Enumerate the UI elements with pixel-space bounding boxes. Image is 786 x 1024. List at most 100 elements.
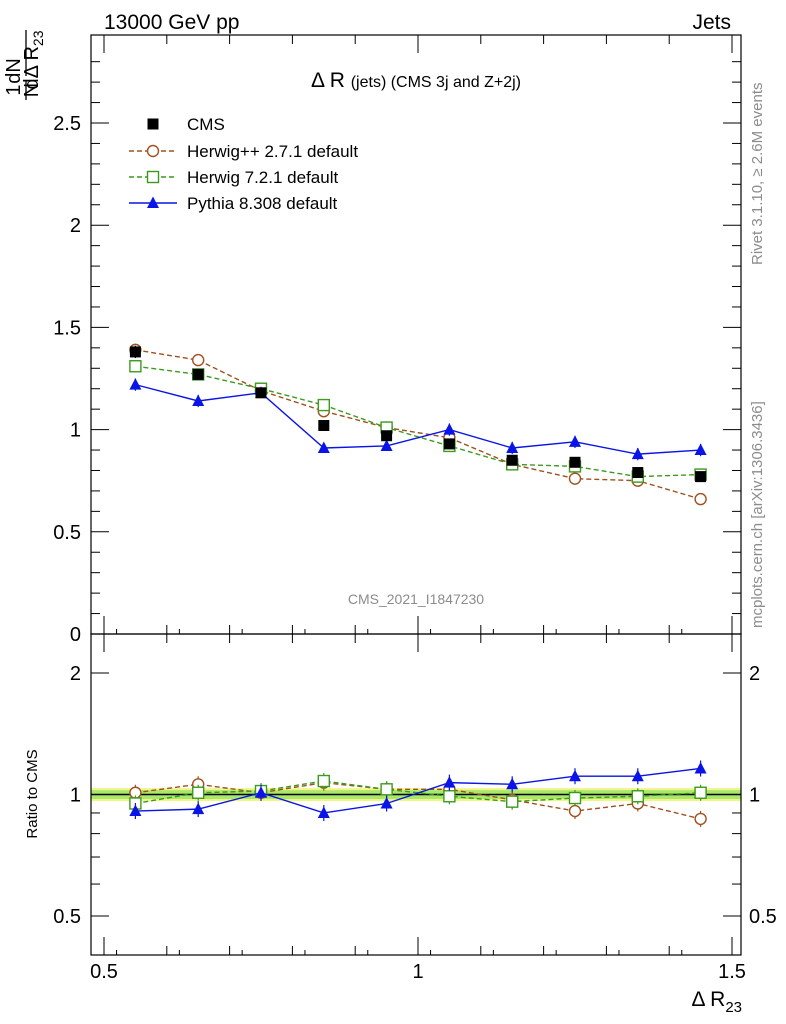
ratio-line <box>135 767 701 814</box>
data-point <box>380 439 393 451</box>
ratio-point <box>694 812 707 826</box>
x-axis-label-main: Δ R <box>691 988 725 1011</box>
data-point <box>569 456 581 468</box>
ratio-point <box>255 786 267 798</box>
data-point <box>129 346 141 358</box>
main-series <box>129 343 707 506</box>
ratio-point <box>380 783 393 796</box>
data-point <box>443 423 456 435</box>
data-point <box>318 420 330 432</box>
ratio-point <box>317 806 330 818</box>
legend-label: Herwig 7.2.1 default <box>187 168 338 187</box>
data-point <box>631 447 644 460</box>
ratio-point <box>631 790 644 803</box>
ratio-ytick-label-right: 1 <box>749 785 760 807</box>
data-point <box>192 368 204 380</box>
ratio-point <box>631 769 644 782</box>
ratio-point <box>192 802 205 815</box>
data-point <box>255 387 267 399</box>
ratio-point <box>129 804 142 817</box>
ratio-point <box>569 769 581 782</box>
legend-item: Herwig 7.2.1 default <box>129 168 338 187</box>
x-tick-label: 1.5 <box>718 961 746 983</box>
main-ytick-label: 2 <box>70 215 81 237</box>
legend-label: Herwig++ 2.7.1 default <box>187 142 358 161</box>
legend-marker <box>146 144 160 158</box>
ratio-series-pythia-8-308-default <box>129 760 707 821</box>
chart-title-sub: (jets) (CMS 3j and Z+2j) <box>351 74 521 91</box>
main-ytick-label: 1 <box>70 420 81 442</box>
legend-marker <box>147 196 159 208</box>
data-point <box>695 471 707 483</box>
data-point <box>694 492 707 506</box>
series-line <box>135 383 701 455</box>
data-point <box>192 394 205 406</box>
legend-label: Pythia 8.308 default <box>187 194 338 213</box>
ratio-ytick-label-right: 2 <box>749 663 760 685</box>
main-ytick-label: 0.5 <box>53 522 81 544</box>
legend-item: Herwig++ 2.7.1 default <box>129 142 358 161</box>
ratio-ytick-label: 1 <box>70 785 81 807</box>
main-ytick-label: 1.5 <box>53 317 81 339</box>
ratio-axes: 0.5 0.5 1 1 2 2 0.5 1 1.5 <box>53 634 777 983</box>
main-axes: 0 0.5 1 1.5 2 2.5 <box>53 35 741 646</box>
data-point <box>129 378 142 390</box>
legend-marker <box>147 118 159 130</box>
ratio-point <box>568 804 582 818</box>
data-point <box>381 430 393 442</box>
header-left: 13000 GeV pp <box>104 11 239 34</box>
legend-label: CMS <box>187 115 225 134</box>
legend-item: Pythia 8.308 default <box>129 194 338 213</box>
ratio-point <box>506 795 519 808</box>
data-point <box>129 360 142 373</box>
main-ytick-label: 0 <box>70 624 81 646</box>
data-point <box>317 398 330 412</box>
x-tick-label: 0.5 <box>90 961 118 983</box>
ratio-point <box>568 791 582 805</box>
x-tick-label: 1 <box>412 961 423 983</box>
data-point <box>191 353 205 367</box>
main-ytick-label: 2.5 <box>53 113 81 135</box>
ratio-point <box>443 790 456 803</box>
chart-title: Δ R (jets) (CMS 3j and Z+2j) <box>311 69 521 92</box>
ylabel-den-b-main: dΔ R <box>21 46 43 89</box>
ratio-line <box>135 780 701 805</box>
legend-marker <box>146 170 160 184</box>
data-point <box>694 443 707 456</box>
series-line <box>135 365 701 478</box>
legend-item: CMS <box>147 115 225 134</box>
ratio-point <box>317 774 330 788</box>
ratio-ylabel: Ratio to CMS <box>24 749 41 838</box>
data-point <box>569 435 581 447</box>
ylabel-num-b: dN <box>3 58 25 84</box>
ratio-ytick-label: 0.5 <box>53 906 81 928</box>
data-point <box>506 454 518 466</box>
ratio-point <box>694 786 707 799</box>
ylabel-den-b: dΔ R23 <box>21 30 46 89</box>
ratio-point <box>443 776 456 788</box>
x-axis-label-sub: 23 <box>725 999 742 1016</box>
ratio-line <box>135 781 701 820</box>
rivet-label: Rivet 3.1.10, ≥ 2.6M events <box>749 83 766 266</box>
ratio-ytick-label: 2 <box>70 663 81 685</box>
data-point <box>443 438 455 450</box>
ylabel-num-a: 1 <box>3 84 25 95</box>
data-point <box>317 441 330 453</box>
ratio-point <box>506 777 519 790</box>
ratio-ytick-label-right: 0.5 <box>749 906 777 928</box>
series-cms <box>129 345 707 483</box>
ratio-series <box>129 760 707 827</box>
ratio-point <box>694 761 707 774</box>
ratio-panel: 0.5 0.5 1 1 2 2 0.5 1 1.5 Ratio to CMS Δ R23 <box>24 633 777 1016</box>
mcplots-label: mcplots.cern.ch [arXiv:1306.3436] <box>749 401 766 628</box>
header-right: Jets <box>692 11 731 34</box>
ylabel-den-b-sub: 23 <box>30 30 46 46</box>
x-axis-label: Δ R23 <box>691 988 742 1016</box>
watermark: CMS_2021_I1847230 <box>348 591 484 607</box>
ratio-point <box>380 796 393 809</box>
chart-title-main: Δ R <box>311 69 345 92</box>
data-point <box>632 467 644 479</box>
data-point <box>568 472 582 485</box>
